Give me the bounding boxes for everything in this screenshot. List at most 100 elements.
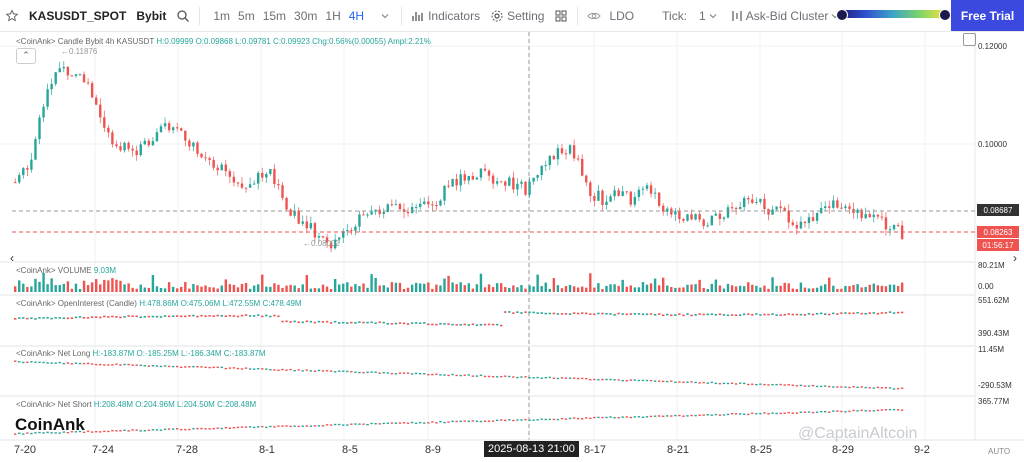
candle-body [512, 177, 515, 190]
oi-candle [188, 315, 191, 317]
scroll-right-arrow[interactable]: › [1013, 251, 1017, 265]
oi-candle [107, 316, 110, 318]
oi-candle [184, 315, 187, 318]
tick-selector[interactable]: Tick: 1 [657, 0, 725, 31]
timeframe-5m[interactable]: 5m [238, 8, 255, 23]
symbol-name[interactable]: KASUSDT_SPOT [29, 8, 127, 23]
coin-selector[interactable]: LDO [582, 0, 639, 31]
net-long-mark [390, 372, 394, 375]
oi-candle [637, 313, 641, 315]
net-short-open: O:204.96M [135, 400, 175, 409]
exchange-name[interactable]: Bybit [136, 8, 167, 23]
net-long-mark [698, 382, 701, 384]
net-long-mark [641, 379, 645, 382]
timeframe-1h[interactable]: 1H [325, 8, 341, 23]
candle-body [338, 237, 341, 240]
net-long-mark [139, 364, 142, 367]
oi-candle [581, 312, 584, 314]
favorite-star-icon[interactable] [0, 0, 24, 31]
net-long-mark [504, 375, 507, 377]
net-long-mark [662, 380, 665, 383]
timeframe-30m[interactable]: 30m [294, 8, 318, 23]
volume-bar [58, 285, 61, 292]
volume-bar [350, 286, 353, 292]
fullscreen-icon[interactable] [963, 33, 976, 46]
net-long-mark [427, 373, 430, 376]
net-long-mark [171, 365, 175, 368]
net-short-mark [487, 420, 491, 422]
net-short-mark [743, 413, 746, 416]
net-long-mark [556, 377, 560, 380]
auto-scale-button[interactable]: AUTO [988, 447, 1011, 456]
net-short-mark [767, 413, 770, 415]
timeframe-15m[interactable]: 15m [262, 8, 287, 23]
oi-candle [265, 314, 268, 317]
volume-bar [581, 286, 584, 292]
volume-bar [54, 285, 57, 292]
net-short-mark [856, 410, 859, 412]
net-short-mark [257, 426, 260, 428]
oi-candle [589, 313, 592, 316]
chevron-down-icon[interactable] [373, 0, 397, 31]
net-long-mark [159, 365, 163, 368]
gradient-left-handle[interactable] [836, 9, 848, 21]
net-long-axis-bottom: -290.53M [978, 381, 1012, 390]
free-trial-button[interactable]: Free Trial [951, 0, 1024, 31]
net-short-mark [419, 421, 422, 424]
volume-bar [589, 273, 592, 292]
timeframe-4h[interactable]: 4H [348, 8, 365, 23]
volume-bar [641, 282, 645, 292]
setting-button[interactable]: Setting [485, 0, 549, 31]
net-long-mark [714, 382, 718, 385]
oi-candle [751, 313, 754, 316]
candle-body [479, 168, 483, 178]
layout-grid-icon[interactable] [549, 0, 573, 31]
cluster-selector[interactable]: Ask-Bid Cluster [725, 0, 848, 31]
net-long-mark [196, 366, 199, 368]
oi-candle [427, 323, 430, 326]
volume-bar [82, 280, 86, 292]
oi-candle [888, 311, 892, 313]
candle-body [670, 208, 673, 215]
timeframe-1m[interactable]: 1m [213, 8, 231, 23]
candle-body [374, 209, 377, 212]
candle-body [755, 201, 758, 203]
collapse-legend-button[interactable]: ⌃ [16, 48, 36, 64]
net-short-mark [495, 419, 499, 422]
net-short-mark [779, 412, 782, 415]
oi-candle [350, 321, 353, 324]
net-long-mark [212, 366, 215, 369]
net-short-mark [289, 425, 292, 428]
oi-candle [743, 313, 746, 316]
net-long-mark [621, 380, 624, 382]
net-long-mark [382, 372, 385, 374]
oi-candle [564, 313, 568, 315]
indicators-button[interactable]: Indicators [406, 0, 485, 31]
volume-bar [289, 284, 292, 292]
net-short-mark [491, 420, 495, 422]
net-long-mark [419, 373, 422, 375]
oi-high: H:478.86M [139, 299, 179, 308]
candle-body [224, 164, 227, 172]
gradient-right-handle[interactable] [939, 9, 951, 21]
search-icon[interactable] [171, 0, 195, 31]
oi-candle [317, 320, 321, 323]
net-short-mark [107, 430, 110, 433]
net-short-mark [301, 425, 304, 427]
candle-legend: <CoinAnk> Candle Bybit 4h KASUSDT H:0.09… [16, 37, 431, 46]
oi-candle [491, 323, 495, 326]
candle-body [147, 140, 151, 146]
heatmap-gradient-slider[interactable] [838, 10, 946, 18]
net-long-mark [281, 368, 284, 371]
net-short-mark [22, 433, 25, 435]
oi-candle [540, 312, 543, 314]
oi-candle [597, 312, 600, 315]
volume-bar [346, 282, 349, 292]
volume-bar [252, 285, 256, 292]
volume-bar [42, 272, 45, 292]
scroll-left-arrow[interactable]: ‹ [10, 251, 14, 265]
oi-candle [382, 321, 385, 324]
net-long-mark [82, 362, 86, 365]
net-short-mark [540, 418, 543, 420]
